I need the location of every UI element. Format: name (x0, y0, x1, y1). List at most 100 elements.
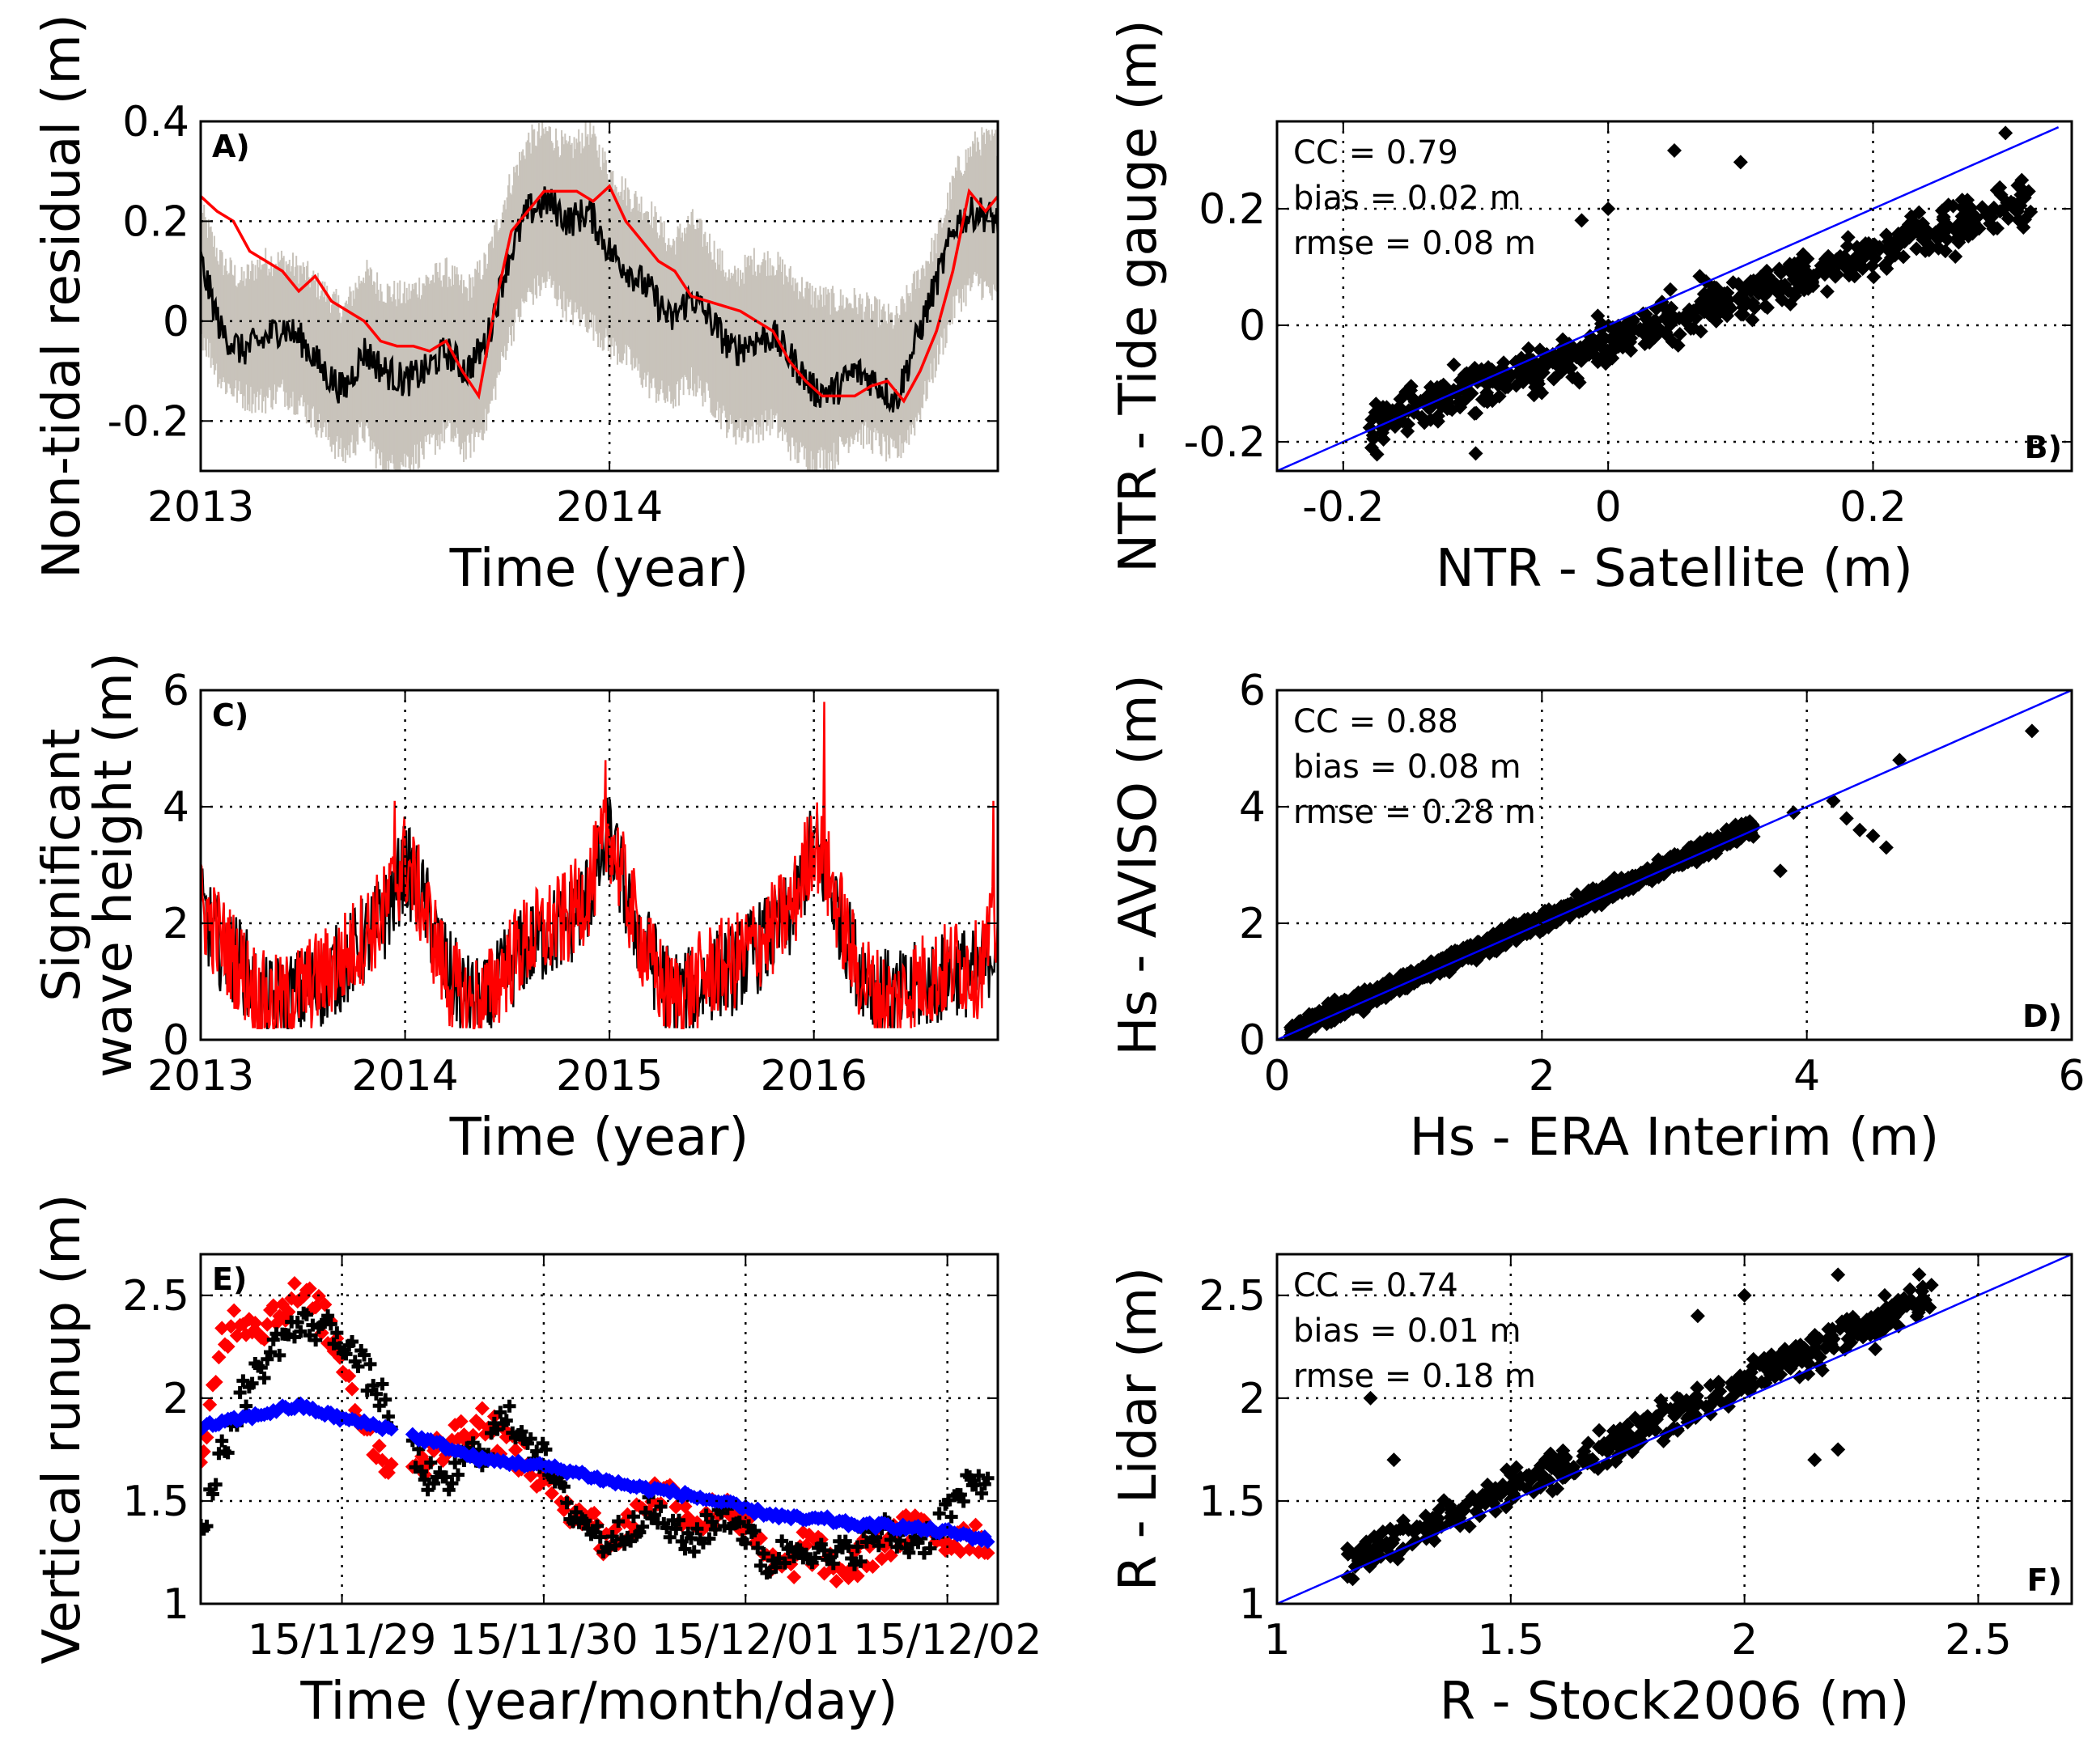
scatter-point (1563, 360, 1578, 375)
panel-C: 2013 2014 2015 2016 0 2 4 6 Time (year) Significa… (32, 652, 999, 1168)
scatter-point (1595, 1442, 1610, 1457)
runup-lidar-point (673, 1513, 685, 1527)
scatter-point (1931, 240, 1946, 256)
runup-lidar-point (690, 1522, 704, 1536)
scatter-point (1468, 446, 1483, 461)
scatter-point (2017, 190, 2032, 206)
scatter-point (1787, 256, 1802, 271)
runup-lidar-point (515, 1425, 528, 1439)
scatter-point (1936, 210, 1951, 225)
scatter-point (1391, 1546, 1407, 1562)
x-tick-label: 4 (1793, 1052, 1820, 1100)
scatter-point (1395, 1521, 1411, 1537)
x-tick-label: 2014 (556, 483, 663, 532)
hs-aviso-line (201, 702, 998, 1029)
runup-red-point (829, 1574, 844, 1589)
scatter-point (1494, 925, 1509, 940)
runup-red-point (371, 1438, 387, 1453)
runup-lidar-point (524, 1432, 537, 1446)
scatter-point (1701, 304, 1716, 320)
runup-lidar-point (221, 1446, 235, 1460)
scatter-point (1831, 1267, 1846, 1283)
scatter-point (1521, 341, 1536, 356)
scatter-point (1565, 370, 1580, 385)
scatter-point (1347, 989, 1362, 1004)
runup-red-point (302, 1281, 317, 1296)
y-tick-label: 0 (1239, 302, 1266, 350)
scatter-point (1758, 299, 1773, 314)
y-tick-label: 2 (163, 900, 189, 948)
x-tick-label: 1.5 (1477, 1616, 1544, 1664)
runup-lidar-point (654, 1499, 668, 1513)
runup-red-point (208, 1375, 223, 1390)
scatter-point (1610, 337, 1626, 352)
runup-red-point (968, 1517, 983, 1533)
scatter-point (1759, 263, 1775, 278)
scatter-point (1376, 432, 1391, 447)
runup-lidar-point (699, 1508, 713, 1522)
scatter-point (1470, 1505, 1485, 1520)
scatter-point (1553, 358, 1568, 373)
scatter-point (2017, 212, 2032, 227)
runup-red-point (850, 1568, 865, 1584)
runup-lidar-point (375, 1377, 389, 1391)
runup-lidar-point (415, 1465, 429, 1478)
runup-red-point (384, 1457, 399, 1472)
scatter-point (1773, 265, 1788, 280)
x-tick-label: 15/11/30 (449, 1616, 639, 1664)
scatter-point (1663, 1401, 1678, 1417)
runup-lidar-point (872, 1539, 885, 1553)
scatter-point (1631, 1428, 1646, 1444)
panel-label: B) (2025, 430, 2062, 465)
y-tick-label: 1 (163, 1580, 189, 1629)
scatter-point (1340, 1569, 1356, 1584)
scatter-point (1833, 248, 1848, 264)
y-axis-label: Vertical runup (m) (32, 1194, 92, 1664)
runup-lidar-point (923, 1541, 937, 1555)
runup-lidar-point (379, 1393, 392, 1406)
scatter-point (1442, 401, 1457, 416)
scatter-point (1894, 1301, 1909, 1317)
runup-red-point (248, 1316, 263, 1331)
scatter-point (1852, 822, 1868, 837)
runup-lidar-point (560, 1496, 574, 1510)
scatter-point (1948, 248, 1963, 264)
scatter-point (1788, 288, 1803, 303)
scatter-point (1861, 237, 1876, 252)
runup-red-point (342, 1368, 357, 1384)
runup-lidar-point (245, 1376, 259, 1390)
scatter-point (1386, 1452, 1402, 1468)
scatter-point (1364, 440, 1379, 456)
scatter-point (1840, 230, 1856, 245)
scatter-point (1868, 1342, 1883, 1357)
y-axis-label-line: Significant (32, 728, 92, 1002)
scatter-point (1823, 1334, 1839, 1350)
scatter-point (1930, 231, 1945, 247)
x-tick-label: 2 (1529, 1052, 1555, 1100)
runup-lidar-point (702, 1532, 716, 1546)
y-tick-label: 4 (163, 783, 189, 832)
scatter-point (1807, 1452, 1822, 1468)
runup-red-point (286, 1275, 302, 1291)
y-tick-label: 0 (163, 298, 189, 346)
scatter-point (1725, 275, 1741, 290)
scatter-point (1663, 282, 1678, 297)
scatter-point (1608, 1454, 1623, 1469)
runup-lidar-point (261, 1352, 274, 1366)
runup-lidar-point (612, 1515, 626, 1529)
runup-lidar-point (932, 1507, 946, 1520)
scatter-point (1418, 1508, 1433, 1524)
scatter-point (1877, 257, 1893, 273)
scatter-point (1660, 328, 1675, 343)
stat-cc: CC = 0.74 (1293, 1267, 1458, 1304)
runup-lidar-point (605, 1529, 619, 1543)
scatter-point (1590, 354, 1606, 370)
scatter-point (1788, 1338, 1804, 1354)
stat-rmse: rmse = 0.08 m (1293, 225, 1536, 262)
scatter-point (2024, 723, 2039, 739)
scatter-point (1831, 1442, 1846, 1457)
scatter-point (1489, 943, 1504, 959)
panel-label: F) (2027, 1563, 2062, 1598)
axes-frame (1275, 1253, 2073, 1605)
runup-lidar-point (854, 1554, 868, 1568)
